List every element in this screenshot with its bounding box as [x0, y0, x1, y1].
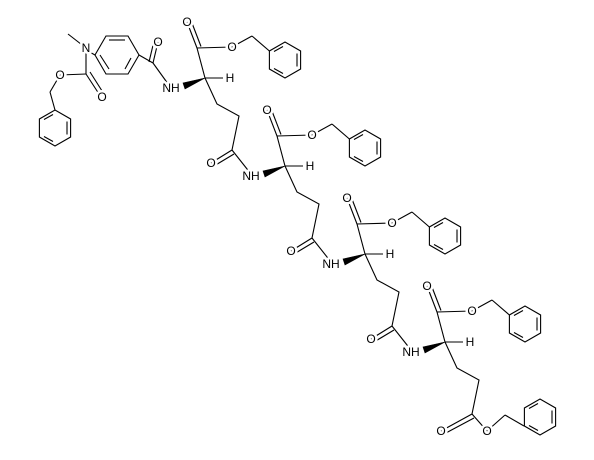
atom-label: O — [422, 279, 431, 293]
atom-labels: N O O O NH H O O O NH H O O O NH H O O O… — [53, 13, 494, 441]
atom-label: H — [466, 335, 475, 349]
atom-label: O — [153, 35, 162, 49]
atom-label: O — [387, 216, 396, 230]
atom-label: O — [436, 424, 445, 438]
atom-label: O — [182, 15, 191, 29]
atom-label: NH — [402, 345, 419, 359]
atom-label: O — [307, 128, 316, 142]
atom-label: O — [206, 156, 215, 170]
atom-label: O — [342, 191, 351, 205]
atom-label: N — [82, 41, 91, 55]
atom-label: H — [306, 159, 315, 173]
atom-label: H — [386, 247, 395, 261]
atom-label: O — [467, 304, 476, 318]
atom-label: NH — [242, 169, 259, 183]
atom-label: O — [366, 332, 375, 346]
bonds — [38, 21, 557, 436]
atom-label: O — [227, 40, 236, 54]
atom-label: NH — [162, 81, 179, 95]
atom-label: NH — [322, 257, 339, 271]
atom-label: O — [262, 103, 271, 117]
atom-label: O — [97, 90, 106, 104]
atom-label: O — [55, 68, 64, 82]
atom-label: H — [226, 71, 235, 85]
atom-label: O — [286, 244, 295, 258]
atom-label: O — [482, 424, 491, 438]
